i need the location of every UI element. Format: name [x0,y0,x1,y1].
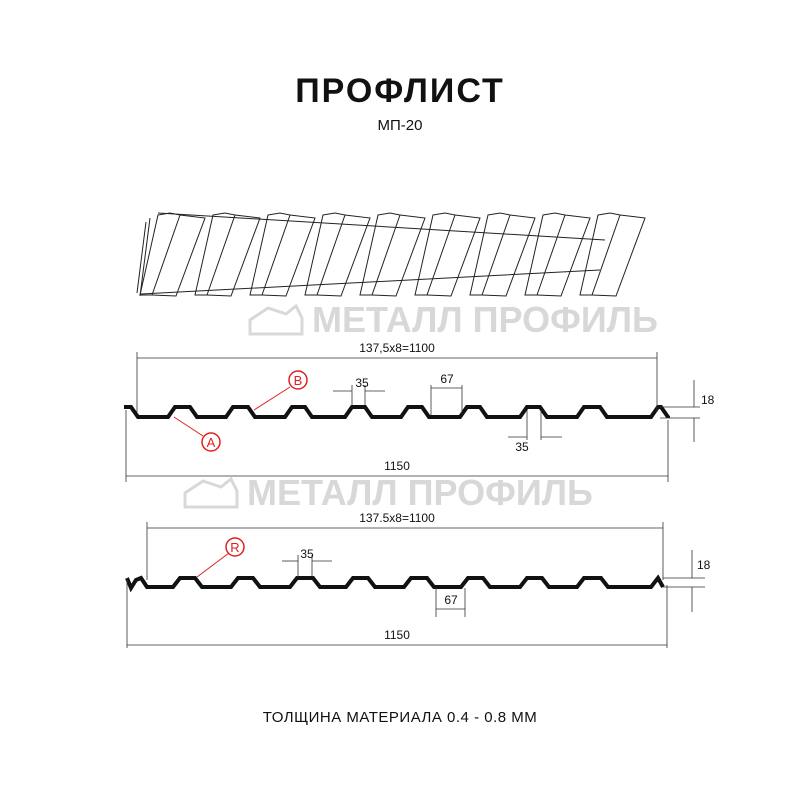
sheet-3d-line [359,212,401,296]
watermark-2: МЕТАЛЛ ПРОФИЛЬ [183,472,593,513]
svg-text:R: R [230,540,239,555]
profile-2-rib-pitch-label: 67 [444,593,458,607]
profile-1-height-label: 18 [701,393,715,407]
sheet-3d-line [194,212,236,296]
sheet-3d-line [371,214,426,297]
marker-a: A [173,416,221,452]
profile-1-rib-bottom-label: 35 [515,440,529,454]
watermark-1: МЕТАЛЛ ПРОФИЛЬ [248,299,658,340]
svg-text:МЕТАЛЛ ПРОФИЛЬ: МЕТАЛЛ ПРОФИЛЬ [247,472,593,513]
sheet-3d-line [316,214,371,297]
profile-1-pitch-label: 137,5x8=1100 [359,341,435,355]
profile-2-rib-top-label: 35 [300,547,314,561]
sheet-3d-line [426,214,481,297]
sheet-3d-line [206,214,261,297]
profile-2: 137.5x8=1100 1150 35 67 18 R [125,511,711,648]
profile-2-height-label: 18 [697,558,711,572]
svg-text:A: A [207,435,216,450]
sheet-3d-line [579,212,621,296]
profile-1-rib-top-label: 35 [355,376,369,390]
marker-r: R [196,537,245,578]
profile-1: 137,5x8=1100 1150 35 67 35 18 A B [124,341,715,482]
profile-2-width-label: 1150 [384,628,410,642]
profile-2-pitch-label: 137.5x8=1100 [359,511,435,525]
profile-1-rib-pitch-label: 67 [440,372,454,386]
sheet-3d-line [151,214,206,297]
material-thickness-note: ТОЛЩИНА МАТЕРИАЛА 0.4 - 0.8 ММ [262,709,538,726]
sheet-3d-line [524,212,566,296]
sheet-3d-line [469,212,511,296]
sheet-3d-line [304,212,346,296]
page-title: ПРОФЛИСТ [295,72,505,110]
sheet-3d-line [481,214,536,297]
svg-text:МЕТАЛЛ ПРОФИЛЬ: МЕТАЛЛ ПРОФИЛЬ [312,299,658,340]
profile-1-width-label: 1150 [384,459,410,473]
sheet-3d-line [591,214,646,297]
sheet-3d-line [249,212,291,296]
profile-2-line [125,574,665,593]
sheet-3d-line [414,212,456,296]
profile-1-line [124,405,670,419]
svg-text:B: B [294,373,303,388]
marker-b: B [253,370,308,411]
sheet-3d-line [261,214,316,297]
page-subtitle: МП-20 [377,117,423,134]
sheet-3d-line [536,214,591,297]
sheet-3d-line [136,212,606,297]
sheet-3d-view [136,212,646,297]
